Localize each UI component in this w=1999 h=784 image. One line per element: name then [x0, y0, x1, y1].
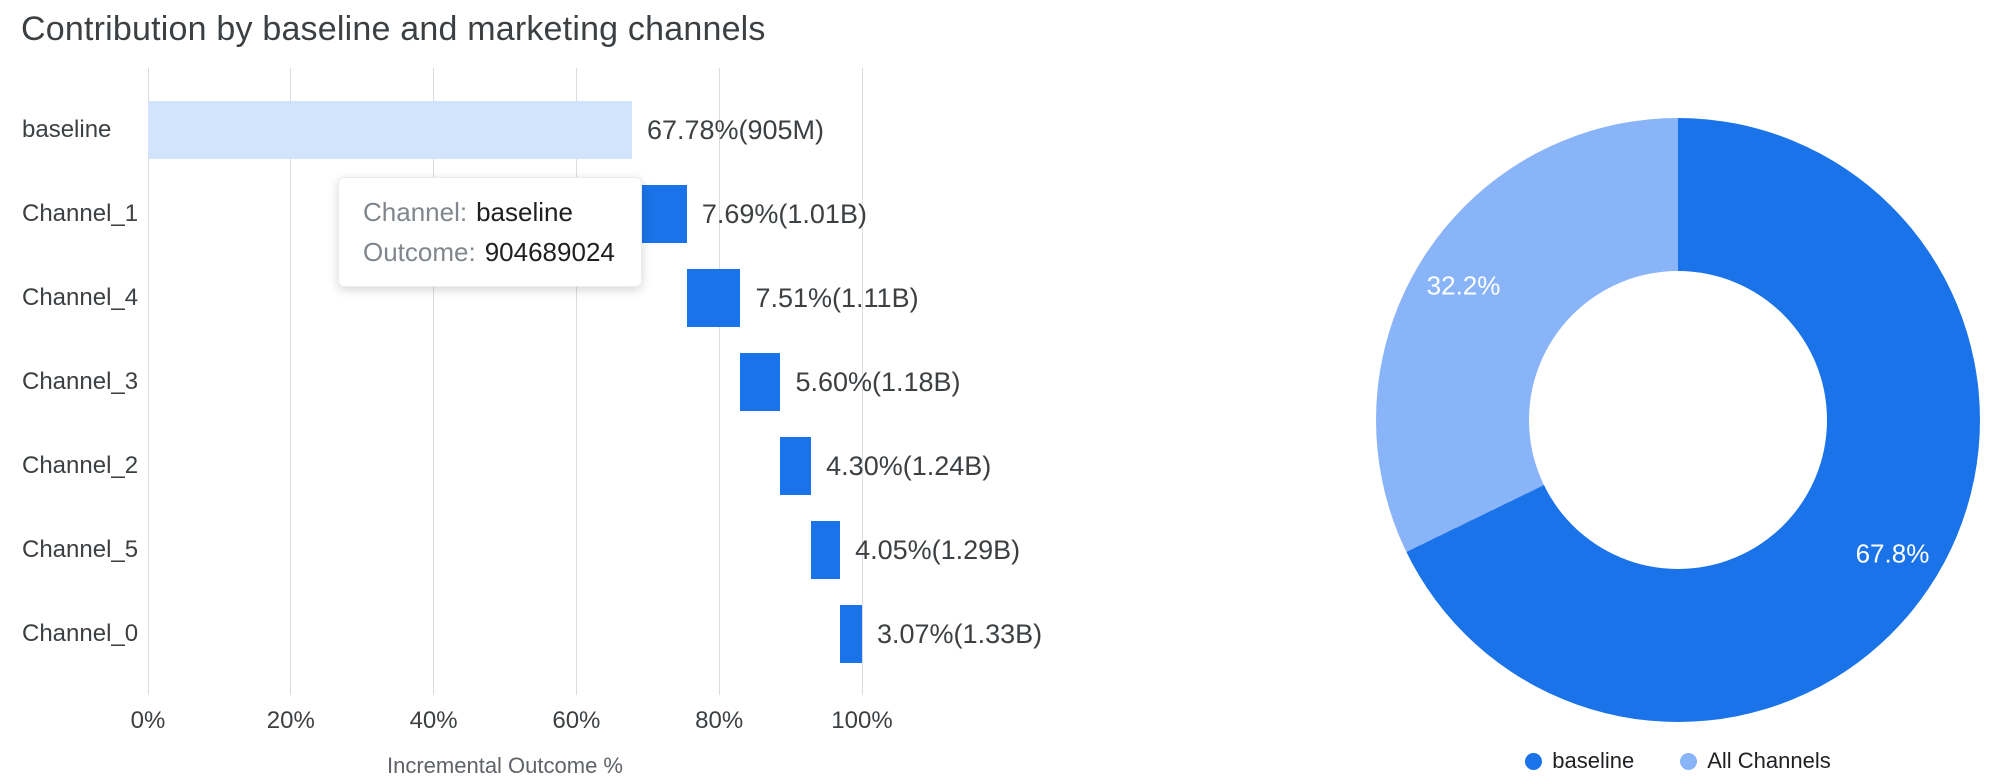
tooltip-channel-row: Channel: baseline	[363, 192, 615, 232]
tooltip-outcome-row: Outcome: 904689024	[363, 232, 615, 272]
x-axis-tick-label: 20%	[266, 707, 315, 734]
bar-channel_5[interactable]	[811, 521, 841, 579]
bar-value-label: 3.07%(1.33B)	[877, 619, 1043, 649]
y-axis-category-label: Channel_0	[22, 620, 139, 647]
legend-item-baseline[interactable]: baseline	[1525, 748, 1634, 774]
chart-title: Contribution by baseline and marketing c…	[21, 10, 766, 48]
gridline	[718, 68, 720, 695]
y-axis-category-label: baseline	[22, 116, 112, 143]
gridline	[290, 68, 292, 695]
tooltip-outcome-value: 904689024	[484, 237, 615, 267]
donut-chart: 67.8% 32.2% baseline All Channels	[1376, 118, 1980, 784]
donut-hole	[1529, 271, 1827, 569]
gridline	[861, 68, 863, 695]
x-axis-tick-label: 40%	[409, 707, 458, 734]
x-axis-title: Incremental Outcome %	[387, 753, 623, 778]
donut-slice-label: 32.2%	[1426, 270, 1501, 301]
y-axis-category-label: Channel_2	[22, 452, 139, 479]
bar-channel_2[interactable]	[780, 437, 812, 495]
legend-color-dot	[1680, 752, 1698, 770]
tooltip-channel-label: Channel:	[363, 197, 468, 227]
bar-baseline[interactable]	[148, 101, 632, 159]
gridline	[433, 68, 435, 695]
tooltip-channel-value: baseline	[476, 197, 573, 227]
bar-channel_3[interactable]	[740, 353, 781, 411]
x-axis-tick-label: 0%	[130, 707, 166, 734]
y-axis-category-label: Channel_4	[22, 284, 139, 311]
x-axis-tick-label: 100%	[831, 707, 893, 734]
y-axis-category-label: Channel_5	[22, 536, 139, 563]
legend-label: baseline	[1552, 748, 1635, 773]
gridline	[147, 68, 149, 695]
donut-legend: baseline All Channels	[1376, 748, 1980, 774]
x-axis-tick-label: 80%	[695, 707, 744, 734]
bar-value-label: 7.69%(1.01B)	[701, 199, 867, 229]
legend-color-dot	[1525, 752, 1543, 770]
bar-value-label: 4.30%(1.24B)	[826, 451, 992, 481]
legend-label: All Channels	[1707, 748, 1831, 773]
donut-ring[interactable]: 67.8% 32.2%	[1376, 118, 1980, 722]
bar-value-label: 5.60%(1.18B)	[795, 367, 961, 397]
donut-slice-label: 67.8%	[1855, 538, 1930, 569]
bar-channel_0[interactable]	[840, 605, 862, 663]
y-axis-category-label: Channel_3	[22, 368, 139, 395]
gridline	[575, 68, 577, 695]
bar-value-label: 67.78%(905M)	[646, 115, 825, 145]
x-axis-tick-label: 60%	[552, 707, 601, 734]
bar-value-label: 7.51%(1.11B)	[755, 283, 919, 313]
bar-channel_4[interactable]	[686, 269, 741, 327]
hover-tooltip: Channel: baseline Outcome: 904689024	[338, 177, 642, 287]
y-axis-category-label: Channel_1	[22, 200, 139, 227]
bar-value-label: 4.05%(1.29B)	[855, 535, 1021, 565]
tooltip-outcome-label: Outcome:	[363, 237, 476, 267]
legend-item-all-channels[interactable]: All Channels	[1680, 748, 1831, 774]
